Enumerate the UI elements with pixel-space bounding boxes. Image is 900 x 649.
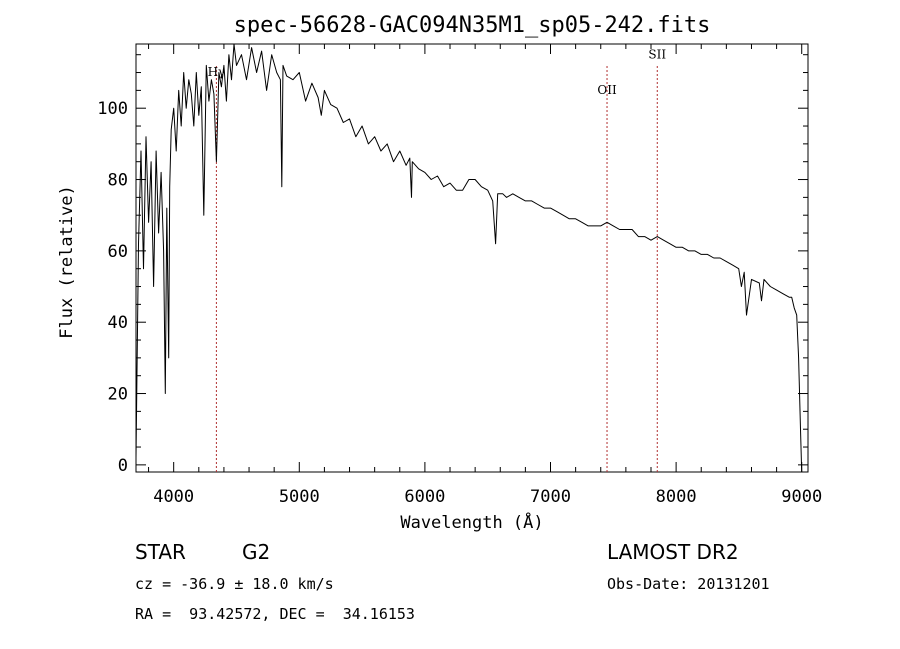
line-marker-label: SII xyxy=(648,47,666,61)
observation-date: Obs-Date: 20131201 xyxy=(607,575,770,593)
x-tick-label: 6000 xyxy=(404,487,445,507)
spectrum-series-line xyxy=(135,43,803,473)
x-tick-label: 7000 xyxy=(530,487,571,507)
sky-coordinates: RA = 93.42572, DEC = 34.16153 xyxy=(135,605,415,623)
x-axis: 4000 5000 6000 7000 8000 9000 xyxy=(148,44,822,507)
x-tick-label: 8000 xyxy=(656,487,697,507)
y-axis-label: Flux (relative) xyxy=(57,185,77,339)
chart-title: spec-56628-GAC094N35M1_sp05-242.fits xyxy=(234,13,711,38)
survey-release: LAMOST DR2 xyxy=(607,540,739,564)
line-marker-label: Hγ xyxy=(208,65,226,79)
y-axis: 0 20 40 60 80 100 xyxy=(97,54,808,476)
x-axis-label: Wavelength (Å) xyxy=(400,511,543,533)
object-subclass: G2 xyxy=(242,540,271,564)
x-tick-label: 9000 xyxy=(781,487,822,507)
y-tick-label: 100 xyxy=(97,99,128,119)
line-markers: Hγ OII SII xyxy=(208,47,666,472)
x-tick-label: 5000 xyxy=(279,487,320,507)
y-tick-label: 60 xyxy=(108,242,128,262)
y-tick-label: 80 xyxy=(108,171,128,191)
x-tick-label: 4000 xyxy=(153,487,194,507)
line-marker-label: OII xyxy=(597,83,617,97)
plot-frame xyxy=(135,43,809,473)
y-tick-label: 40 xyxy=(108,313,128,333)
redshift-velocity: cz = -36.9 ± 18.0 km/s xyxy=(135,575,334,593)
object-class: STAR xyxy=(135,540,186,564)
y-tick-label: 0 xyxy=(118,456,128,476)
y-tick-label: 20 xyxy=(108,385,128,405)
